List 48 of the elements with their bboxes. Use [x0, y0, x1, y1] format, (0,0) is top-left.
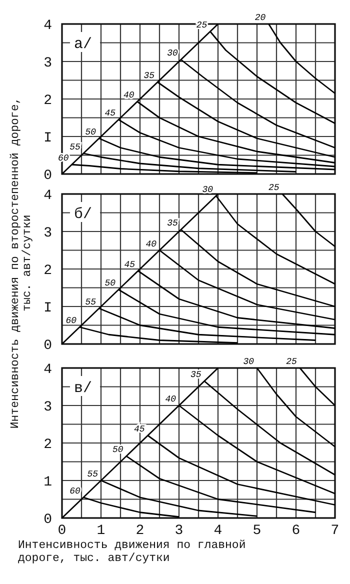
series-label: 20 [254, 13, 266, 23]
y-tick-label: 2 [44, 92, 52, 109]
x-axis-title: Интенсивность движения по главной дороге, тыс. авт/сутки [18, 539, 246, 565]
annotation: а/ [74, 36, 92, 53]
annotation: в/ [74, 380, 92, 397]
y-tick-label: 3 [44, 399, 52, 416]
series-label: 30 [202, 184, 214, 195]
series-label: 40 [123, 90, 135, 101]
y-tick-label: 2 [44, 262, 52, 279]
series-label: 50 [85, 127, 97, 138]
annotation: б/ [74, 206, 92, 223]
series-label: 30 [243, 357, 255, 367]
series-label: 40 [165, 394, 177, 404]
series-label: 35 [144, 71, 156, 82]
series-label: 25 [286, 357, 298, 367]
y-tick-label: 0 [44, 168, 52, 184]
series-label: 30 [167, 48, 179, 59]
y-tick-label: 3 [44, 55, 52, 72]
y-tick-label: 4 [44, 18, 52, 34]
series-label: 40 [146, 239, 158, 250]
y-tick-label: 3 [44, 225, 52, 242]
y-tick-label: 0 [44, 512, 52, 528]
x-tick-label: 5 [252, 523, 262, 539]
y-tick-label: I [44, 130, 52, 146]
x-tick-label: 6 [292, 523, 300, 539]
x-tick-label: 1 [96, 523, 106, 539]
y-tick-label: 2 [44, 436, 52, 453]
series-label: 25 [268, 183, 280, 193]
y-tick-label: 0 [44, 338, 52, 354]
y-tick-label: 1 [44, 474, 52, 490]
x-tick-label: 2 [136, 523, 144, 539]
series-label: 50 [104, 278, 116, 289]
y-axis-title: Интенсивность движения по второстепенной дороге, тыс. авт/сутки [9, 97, 34, 429]
series-label: 35 [167, 218, 179, 229]
y-tick-label: 4 [44, 188, 52, 204]
x-tick-label: 4 [214, 523, 222, 539]
x-tick-label: 3 [174, 523, 184, 539]
series-label: 45 [124, 260, 136, 270]
series-label: 55 [85, 297, 97, 308]
y-tick-label: 4 [44, 362, 52, 378]
series-label: 55 [70, 142, 82, 152]
series-label: 60 [66, 316, 78, 326]
series-label: 45 [104, 108, 116, 119]
y-tick-label: I [44, 300, 52, 316]
series-label: 55 [87, 470, 99, 480]
x-tick-label: 7 [330, 523, 340, 539]
series-label: 60 [70, 486, 82, 496]
x-tick-label: 0 [58, 523, 66, 539]
